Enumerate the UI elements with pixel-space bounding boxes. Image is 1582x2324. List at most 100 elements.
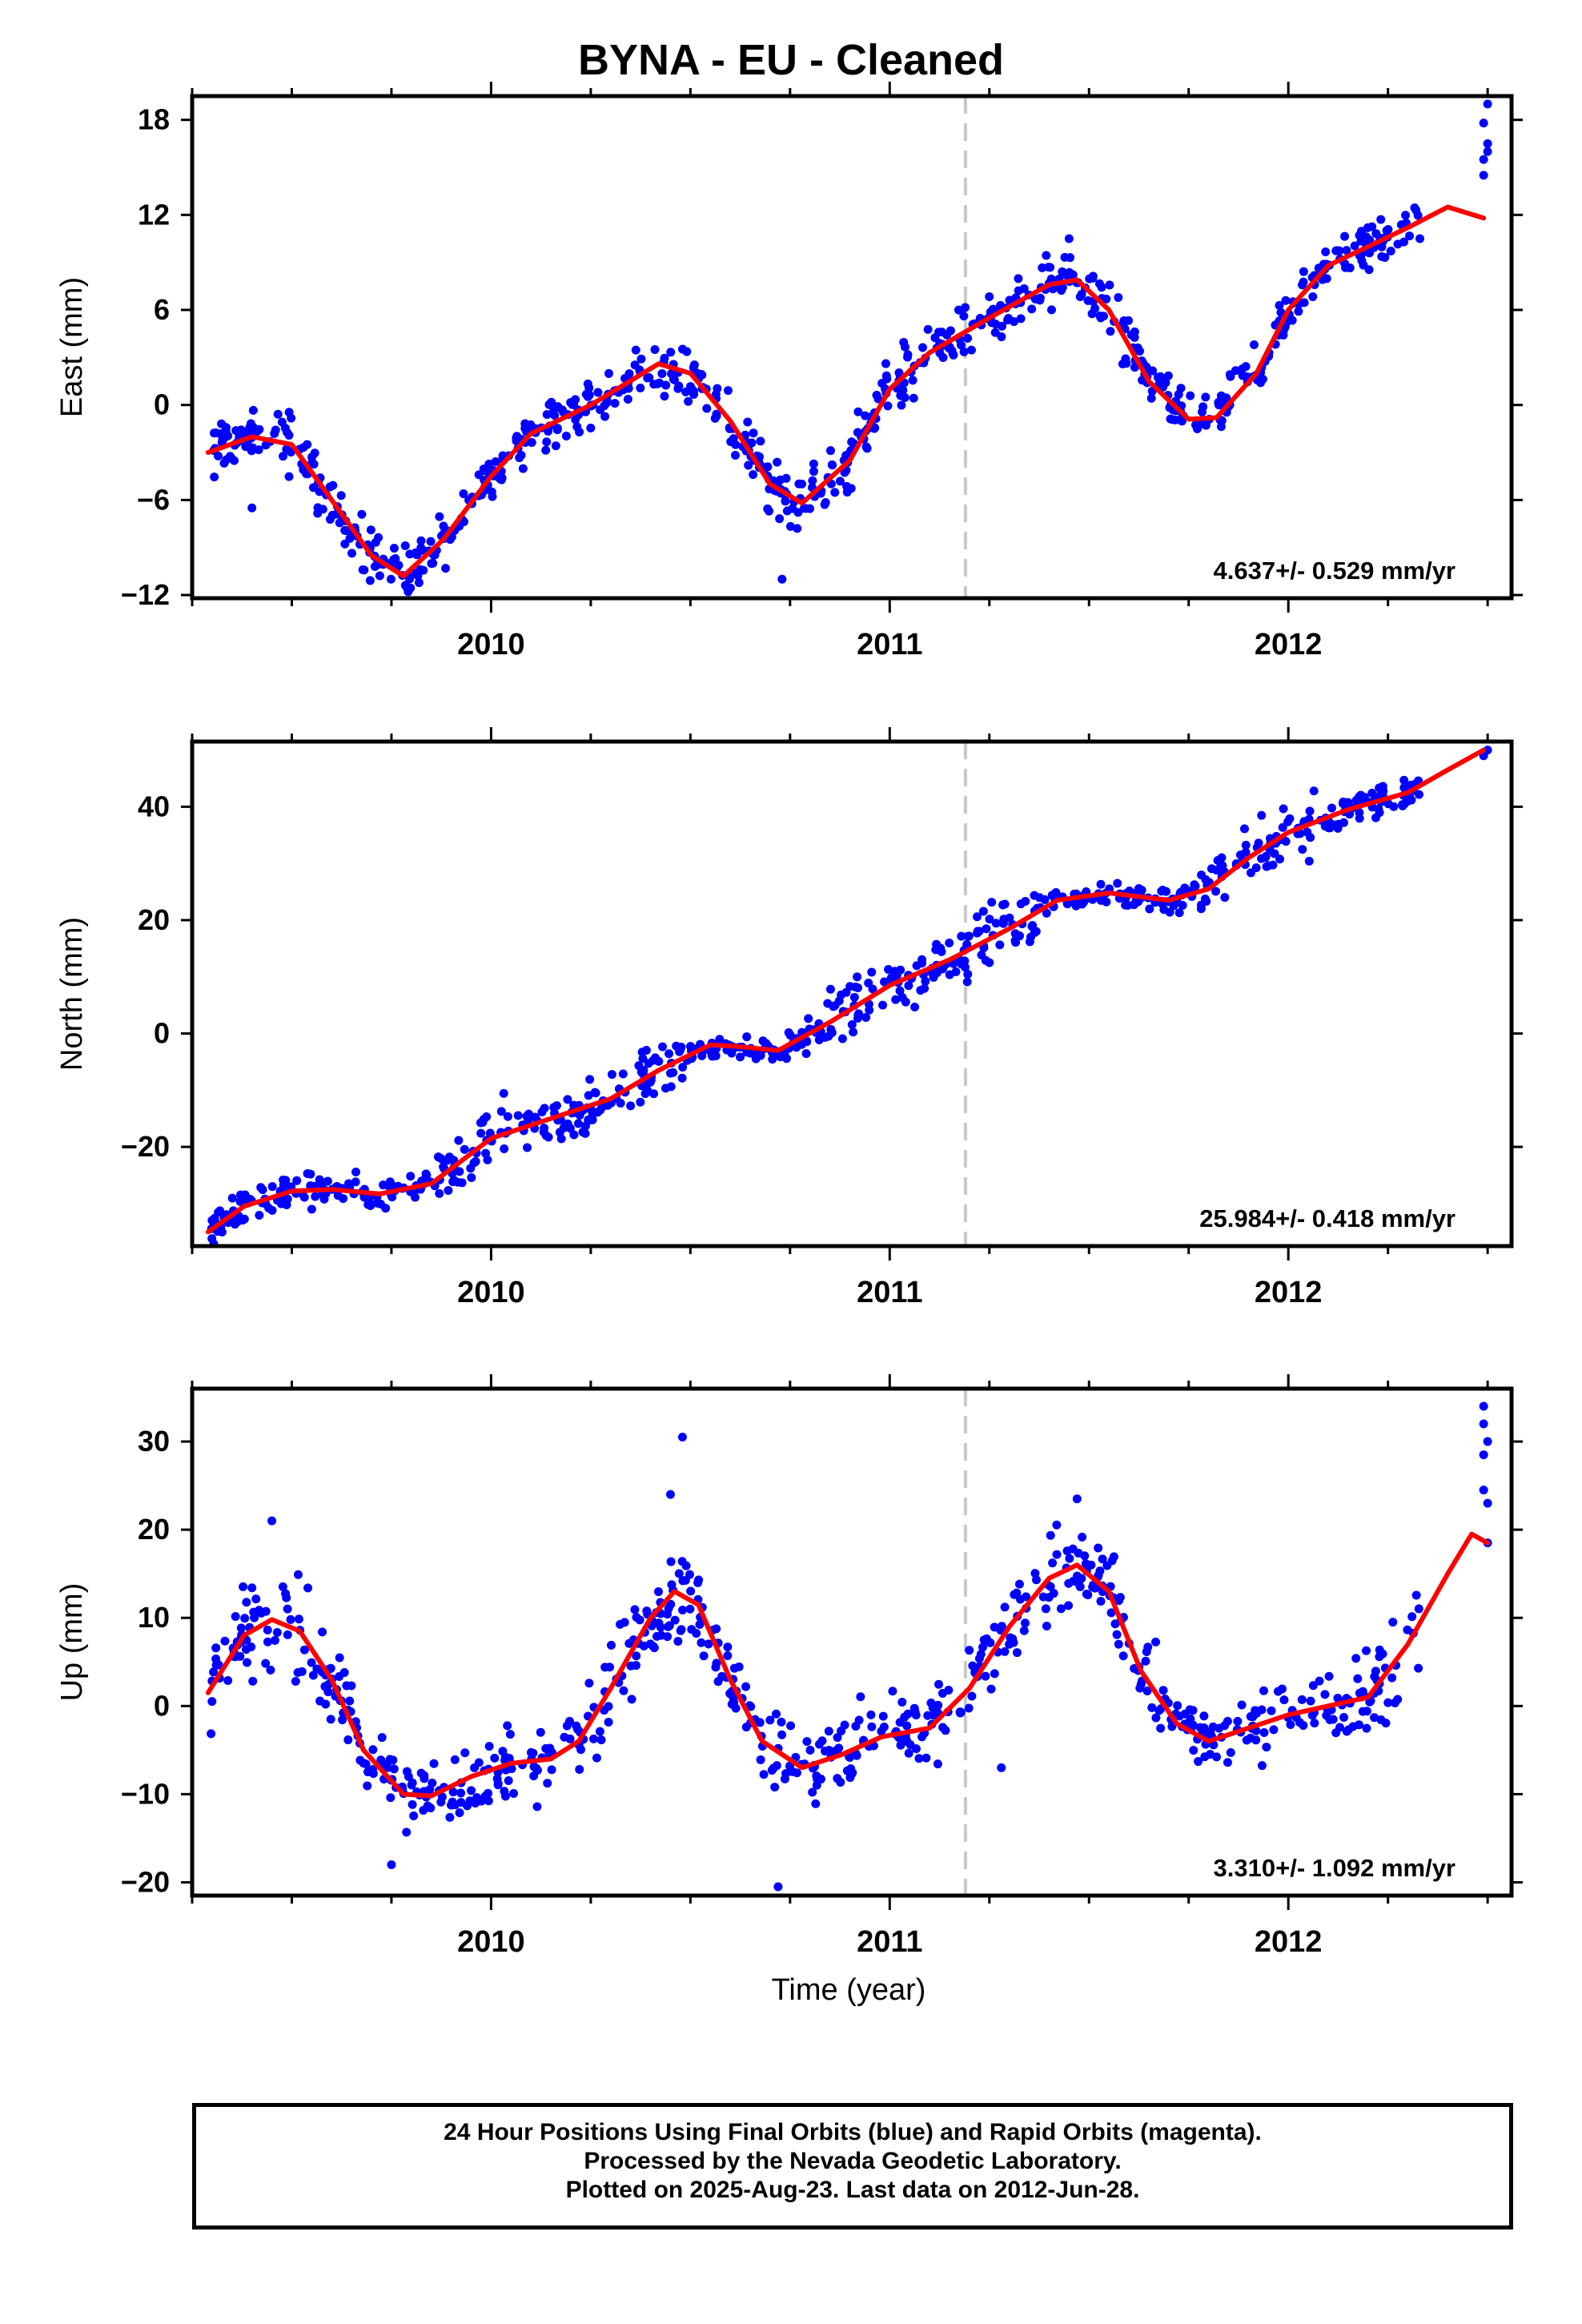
data-point bbox=[444, 1186, 453, 1196]
data-point bbox=[1072, 1571, 1082, 1581]
data-point bbox=[527, 438, 536, 448]
data-point bbox=[532, 1802, 542, 1811]
data-point bbox=[1085, 274, 1094, 283]
data-point bbox=[772, 1761, 781, 1771]
data-point bbox=[653, 1587, 663, 1597]
data-point bbox=[467, 1172, 476, 1182]
data-point bbox=[221, 423, 231, 432]
data-point bbox=[572, 1721, 581, 1731]
data-point bbox=[1299, 298, 1309, 308]
data-point bbox=[730, 450, 740, 460]
data-point bbox=[1133, 343, 1142, 352]
data-point bbox=[896, 382, 905, 392]
y-tick-label: 40 bbox=[138, 790, 170, 822]
data-point bbox=[607, 1070, 616, 1080]
data-point bbox=[1078, 1532, 1087, 1542]
data-point bbox=[784, 1027, 793, 1037]
data-point bbox=[562, 1721, 572, 1731]
data-point bbox=[624, 369, 634, 379]
data-point bbox=[588, 1734, 598, 1743]
data-point bbox=[553, 402, 563, 412]
data-point bbox=[836, 1778, 845, 1787]
data-point bbox=[1048, 1558, 1058, 1568]
y-tick-label: 18 bbox=[138, 103, 170, 136]
data-point bbox=[630, 1605, 640, 1614]
data-point bbox=[280, 424, 290, 433]
data-point bbox=[1383, 1698, 1393, 1707]
data-point bbox=[1342, 799, 1351, 809]
data-point bbox=[230, 1220, 239, 1229]
data-point bbox=[825, 984, 835, 994]
data-point bbox=[1046, 263, 1055, 272]
data-point bbox=[805, 504, 814, 513]
data-point bbox=[426, 1803, 436, 1813]
data-point bbox=[911, 1711, 921, 1720]
data-point bbox=[666, 1599, 676, 1609]
footer-line-2: Processed by the Nevada Geodetic Laborat… bbox=[584, 2148, 1122, 2174]
data-point bbox=[1361, 232, 1371, 242]
data-point bbox=[1042, 251, 1051, 260]
data-point bbox=[284, 430, 294, 440]
data-point bbox=[318, 1627, 327, 1637]
data-point bbox=[435, 1188, 444, 1198]
data-point bbox=[1010, 1590, 1019, 1599]
data-point bbox=[775, 514, 785, 524]
data-point bbox=[523, 1143, 532, 1152]
y-tick-label: −20 bbox=[121, 1865, 170, 1898]
data-point bbox=[786, 1721, 796, 1731]
data-point bbox=[805, 1745, 815, 1755]
data-point bbox=[1393, 239, 1403, 249]
data-point bbox=[1358, 1707, 1367, 1716]
data-point bbox=[1010, 929, 1020, 939]
data-point bbox=[247, 1583, 257, 1593]
data-point bbox=[287, 413, 296, 423]
data-point bbox=[780, 1051, 789, 1061]
data-point bbox=[1052, 1550, 1062, 1559]
data-point bbox=[539, 1128, 548, 1137]
data-point bbox=[689, 390, 699, 400]
data-point bbox=[974, 1654, 984, 1663]
data-point bbox=[678, 1063, 688, 1072]
data-point bbox=[754, 452, 764, 461]
data-point bbox=[484, 1796, 493, 1806]
data-point bbox=[921, 1753, 931, 1763]
data-point bbox=[773, 1882, 783, 1892]
data-point bbox=[450, 1755, 460, 1764]
data-point bbox=[547, 1765, 556, 1775]
data-point bbox=[505, 1730, 515, 1739]
data-point bbox=[1107, 1556, 1117, 1566]
data-point bbox=[547, 397, 556, 407]
data-point bbox=[490, 1753, 500, 1763]
data-point bbox=[1350, 241, 1359, 251]
data-point bbox=[445, 1812, 455, 1822]
data-point bbox=[247, 1642, 256, 1651]
data-point bbox=[825, 446, 835, 456]
data-point bbox=[849, 992, 859, 1002]
data-point bbox=[430, 550, 440, 560]
data-point bbox=[1415, 234, 1424, 243]
data-point bbox=[359, 565, 369, 575]
data-point bbox=[987, 898, 997, 907]
data-point bbox=[509, 1788, 519, 1798]
data-point bbox=[467, 1786, 476, 1795]
data-point bbox=[759, 1770, 769, 1779]
data-point bbox=[749, 470, 758, 480]
data-point bbox=[982, 924, 991, 934]
data-point bbox=[308, 1671, 318, 1680]
data-point bbox=[777, 1717, 786, 1727]
data-point bbox=[959, 312, 969, 321]
data-point bbox=[1309, 786, 1319, 796]
data-point bbox=[1241, 840, 1251, 850]
data-point bbox=[1343, 1725, 1353, 1735]
data-point bbox=[814, 1739, 824, 1749]
data-point bbox=[340, 539, 350, 549]
data-point bbox=[240, 1614, 250, 1623]
data-point bbox=[981, 1671, 990, 1681]
data-point bbox=[1064, 234, 1074, 243]
data-point bbox=[794, 479, 804, 489]
x-tick-label: 2011 bbox=[857, 1276, 922, 1309]
data-point bbox=[476, 1128, 486, 1138]
data-point bbox=[1483, 139, 1492, 148]
data-point bbox=[402, 1767, 412, 1776]
data-point bbox=[665, 1621, 674, 1630]
